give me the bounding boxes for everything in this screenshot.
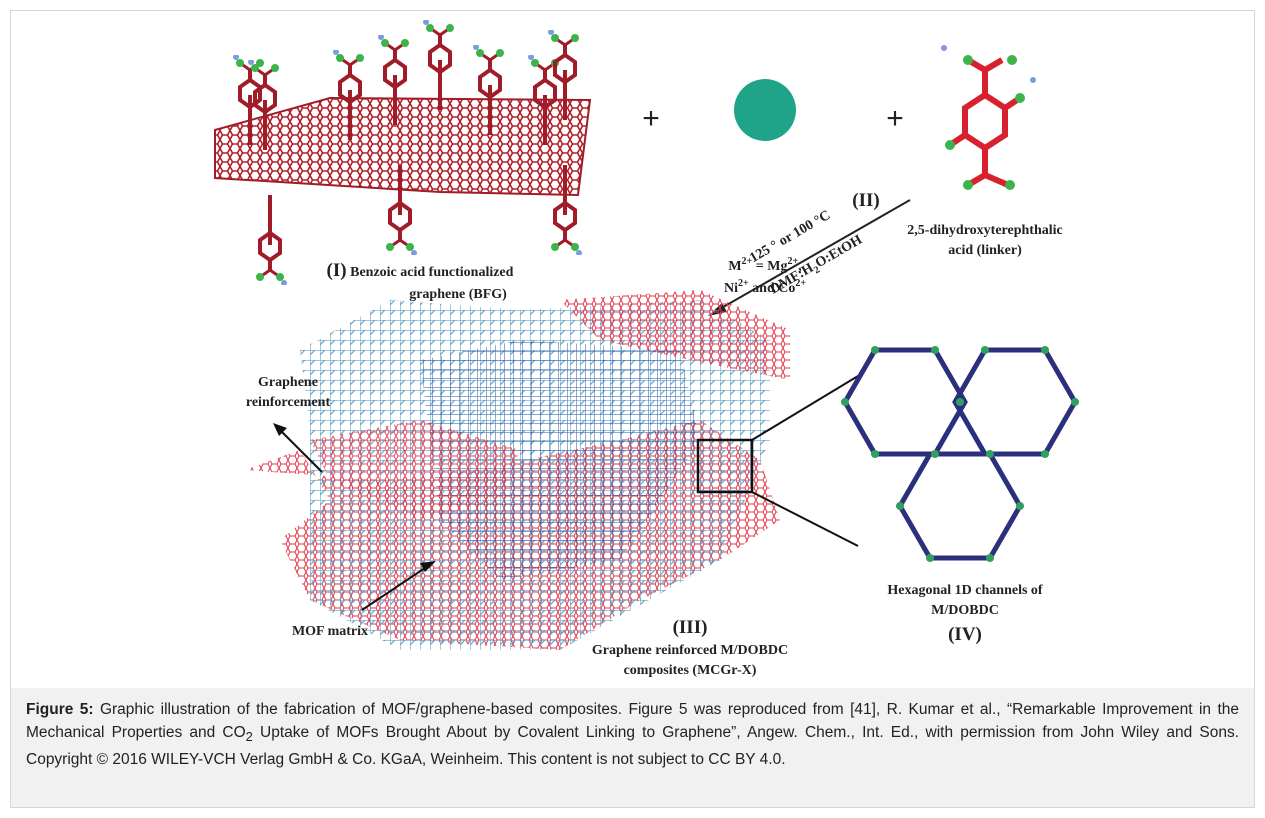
composite-number: (III) (673, 617, 708, 638)
composite-label: composites (MCGr-X) (624, 663, 757, 678)
channels-number: (IV) (948, 624, 982, 645)
bfg-label: (I) Benzoic acid functionalized (327, 260, 514, 281)
hexagonal-channels (841, 346, 1079, 562)
linker-molecule (941, 45, 1036, 190)
caption-label: Figure 5: (26, 701, 94, 718)
bfg-label: graphene (BFG) (409, 287, 507, 302)
plus-sign: + (642, 102, 660, 135)
composite-structure (245, 290, 790, 650)
mof-label: MOF matrix (292, 624, 368, 639)
composite-label: Graphene reinforced M/DOBDC (592, 643, 788, 658)
channels-label: Hexagonal 1D channels of (887, 583, 1043, 598)
metal-ion (734, 79, 796, 141)
bfg-molecule (215, 19, 590, 286)
graphene-label: Graphene (258, 375, 318, 390)
caption-subscript: 2 (246, 729, 253, 744)
figure-art: + + (I) Benzoic acid functionalized grap… (11, 11, 1254, 688)
plus-sign: + (886, 102, 904, 135)
figure-frame: + + (I) Benzoic acid functionalized grap… (10, 10, 1255, 808)
linker-label: 2,5-dihydroxyterephthalic (907, 223, 1062, 238)
graphene-label: reinforcement (246, 395, 331, 410)
figure-caption: Figure 5: Graphic illustration of the fa… (11, 688, 1254, 807)
step-number: (II) (852, 190, 879, 211)
channels-label: M/DOBDC (931, 603, 999, 618)
linker-label: acid (linker) (948, 243, 1022, 258)
